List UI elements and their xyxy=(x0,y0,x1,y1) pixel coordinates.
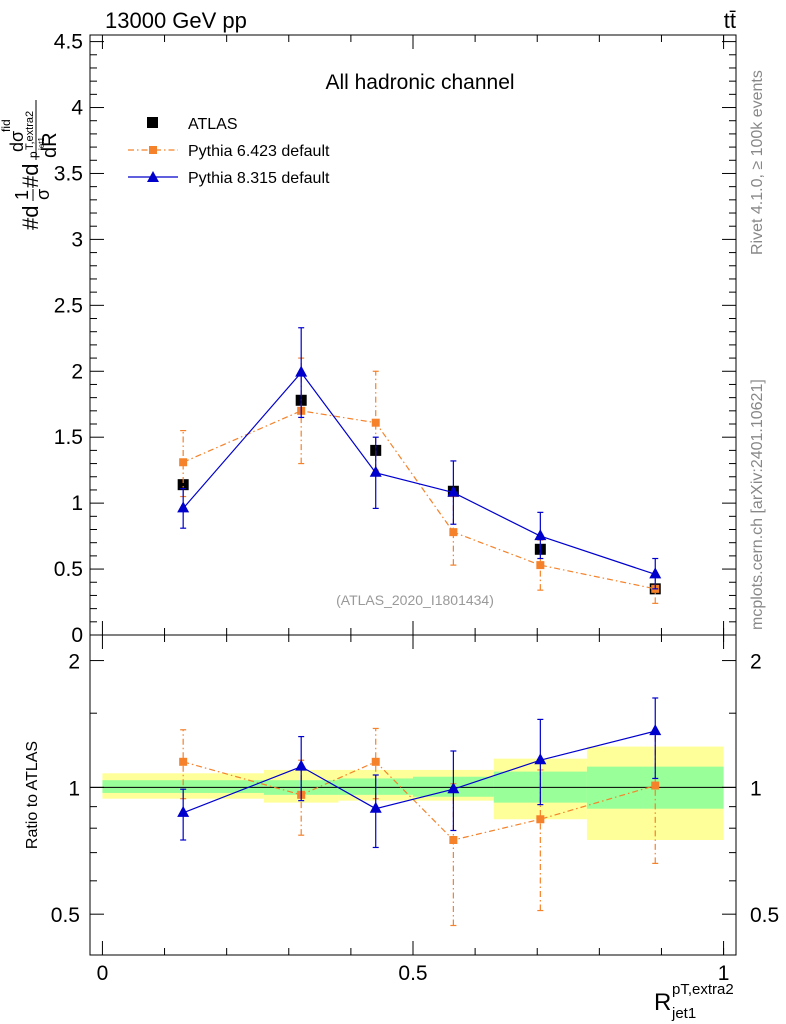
ratio-y-label: Ratio to ATLAS xyxy=(24,741,41,849)
ratio-band-green xyxy=(102,780,264,793)
ratio-pythia6-point xyxy=(651,781,660,790)
energy-label: 13000 GeV pp xyxy=(105,8,247,33)
ratio-panel: 0.5 0.51 12 2 0 0.5 1 Ratio to ATLAS R pT,ext… xyxy=(24,634,779,1022)
legend-atlas-marker xyxy=(147,117,158,128)
ratio-plot-content xyxy=(90,697,736,927)
pythia6-point xyxy=(179,458,188,467)
main-y-tick-label: 2.5 xyxy=(54,294,83,317)
ratio-y-tick-label-right: 2 xyxy=(750,651,762,674)
pythia8-point xyxy=(649,567,662,579)
ylabel-dr: dR xyxy=(39,132,61,158)
ratio-y-tick-label-right: 0.5 xyxy=(750,904,779,927)
ylabel-fid: fid xyxy=(0,119,13,132)
ratio-pythia8-line xyxy=(182,730,656,814)
ratio-pythia8-point xyxy=(447,782,460,794)
ylabel-hash-d: #d xyxy=(18,206,43,230)
main-panel: 0 0.5 1 1.5 2 2.5 3 3.5 4 4.5 All hadronic channe… xyxy=(0,31,737,647)
pythia6-line xyxy=(182,410,656,590)
main-y-tick-label: 3.5 xyxy=(54,162,83,185)
pythia8-line xyxy=(182,371,656,575)
ratio-pythia6-point xyxy=(449,836,458,845)
ylabel-one: 1 xyxy=(12,190,32,200)
ratio-pythia8-point xyxy=(534,753,547,765)
ratio-y-tick-label-left: 0.5 xyxy=(51,904,80,927)
ratio-pythia6-point xyxy=(536,815,545,824)
main-y-tick-label: 0 xyxy=(71,624,83,647)
legend-py8-marker xyxy=(147,171,159,182)
ratio-x-tick-label: 1 xyxy=(718,962,730,985)
x-axis-label: R pT,extra2 jet1 xyxy=(654,981,734,1022)
main-y-tick-label: 4.5 xyxy=(54,31,83,54)
x-label-main: R xyxy=(654,989,671,1016)
ratio-pythia6-point xyxy=(371,757,380,766)
x-label-sup: pT,extra2 xyxy=(672,981,734,998)
ratio-pythia8-point xyxy=(295,759,308,771)
pythia8-point xyxy=(369,465,382,477)
mcplots-label: mcplots.cern.ch [arXiv:2401.10621] xyxy=(749,379,766,630)
ratio-x-tick-label: 0 xyxy=(97,962,109,985)
pythia8-point xyxy=(295,365,308,377)
ylabel-hash-d-2: #d xyxy=(18,164,43,188)
main-frame xyxy=(89,34,737,636)
ylabel-textra2: T,extra2 xyxy=(24,111,36,150)
ylabel-sigma: σ xyxy=(33,189,53,200)
ratio-pythia8-point xyxy=(649,724,662,736)
pythia6-point xyxy=(536,561,545,570)
legend-atlas-label: ATLAS xyxy=(188,116,238,133)
main-y-tick-label: 0.5 xyxy=(54,558,83,581)
legend-py8-label: Pythia 8.315 default xyxy=(188,170,330,187)
ratio-y-tick-label-left: 1 xyxy=(68,777,80,800)
ratio-x-tick-label: 0.5 xyxy=(398,962,427,985)
ylabel-dsigma: dσ xyxy=(7,131,27,152)
ratio-y-tick-label-right: 1 xyxy=(750,777,762,800)
pythia8-point xyxy=(534,529,547,541)
main-y-tick-label: 3 xyxy=(71,228,83,251)
legend-py6-marker xyxy=(149,146,157,154)
ratio-y-ticks: 0.5 0.5 1 1 2 2 xyxy=(51,651,779,928)
pythia6-point xyxy=(371,418,380,427)
main-y-tick-label: 1.5 xyxy=(54,426,83,449)
main-y-ticks: 0 0.5 1 1.5 2 2.5 3 3.5 4 4.5 xyxy=(54,31,736,647)
legend: ATLAS Pythia 6.423 default Pythia 8.315 … xyxy=(128,116,330,187)
ylabel-p: p xyxy=(26,151,40,158)
legend-py6-label: Pythia 6.423 default xyxy=(188,143,330,160)
x-label-sub: jet1 xyxy=(671,1005,696,1022)
rivet-version-label: Rivet 4.1.0, ≥ 100k events xyxy=(749,70,766,255)
atlas-point xyxy=(177,479,189,491)
pythia8-point xyxy=(177,501,190,513)
main-y-tick-label: 2 xyxy=(71,360,83,383)
ratio-pythia8-point xyxy=(177,805,190,817)
ylabel-jet1: jet1 xyxy=(37,137,46,151)
ratio-x-ticks: 0 0.5 1 xyxy=(97,635,730,985)
pythia6-point xyxy=(449,528,458,537)
ratio-pythia6-line xyxy=(183,761,656,841)
main-x-ticks xyxy=(101,35,725,635)
ratio-pythia8-point xyxy=(369,801,382,813)
main-y-tick-label: 1 xyxy=(71,492,83,515)
process-label: tt̄ xyxy=(724,8,736,33)
pythia8-point xyxy=(447,485,460,497)
main-title: All hadronic channel xyxy=(325,71,514,94)
main-y-tick-label: 4 xyxy=(71,97,83,120)
ratio-pythia6-point xyxy=(179,757,188,766)
main-plot-content xyxy=(177,327,662,604)
watermark: (ATLAS_2020_I1801434) xyxy=(336,592,494,608)
ratio-y-tick-label-left: 2 xyxy=(68,651,80,674)
